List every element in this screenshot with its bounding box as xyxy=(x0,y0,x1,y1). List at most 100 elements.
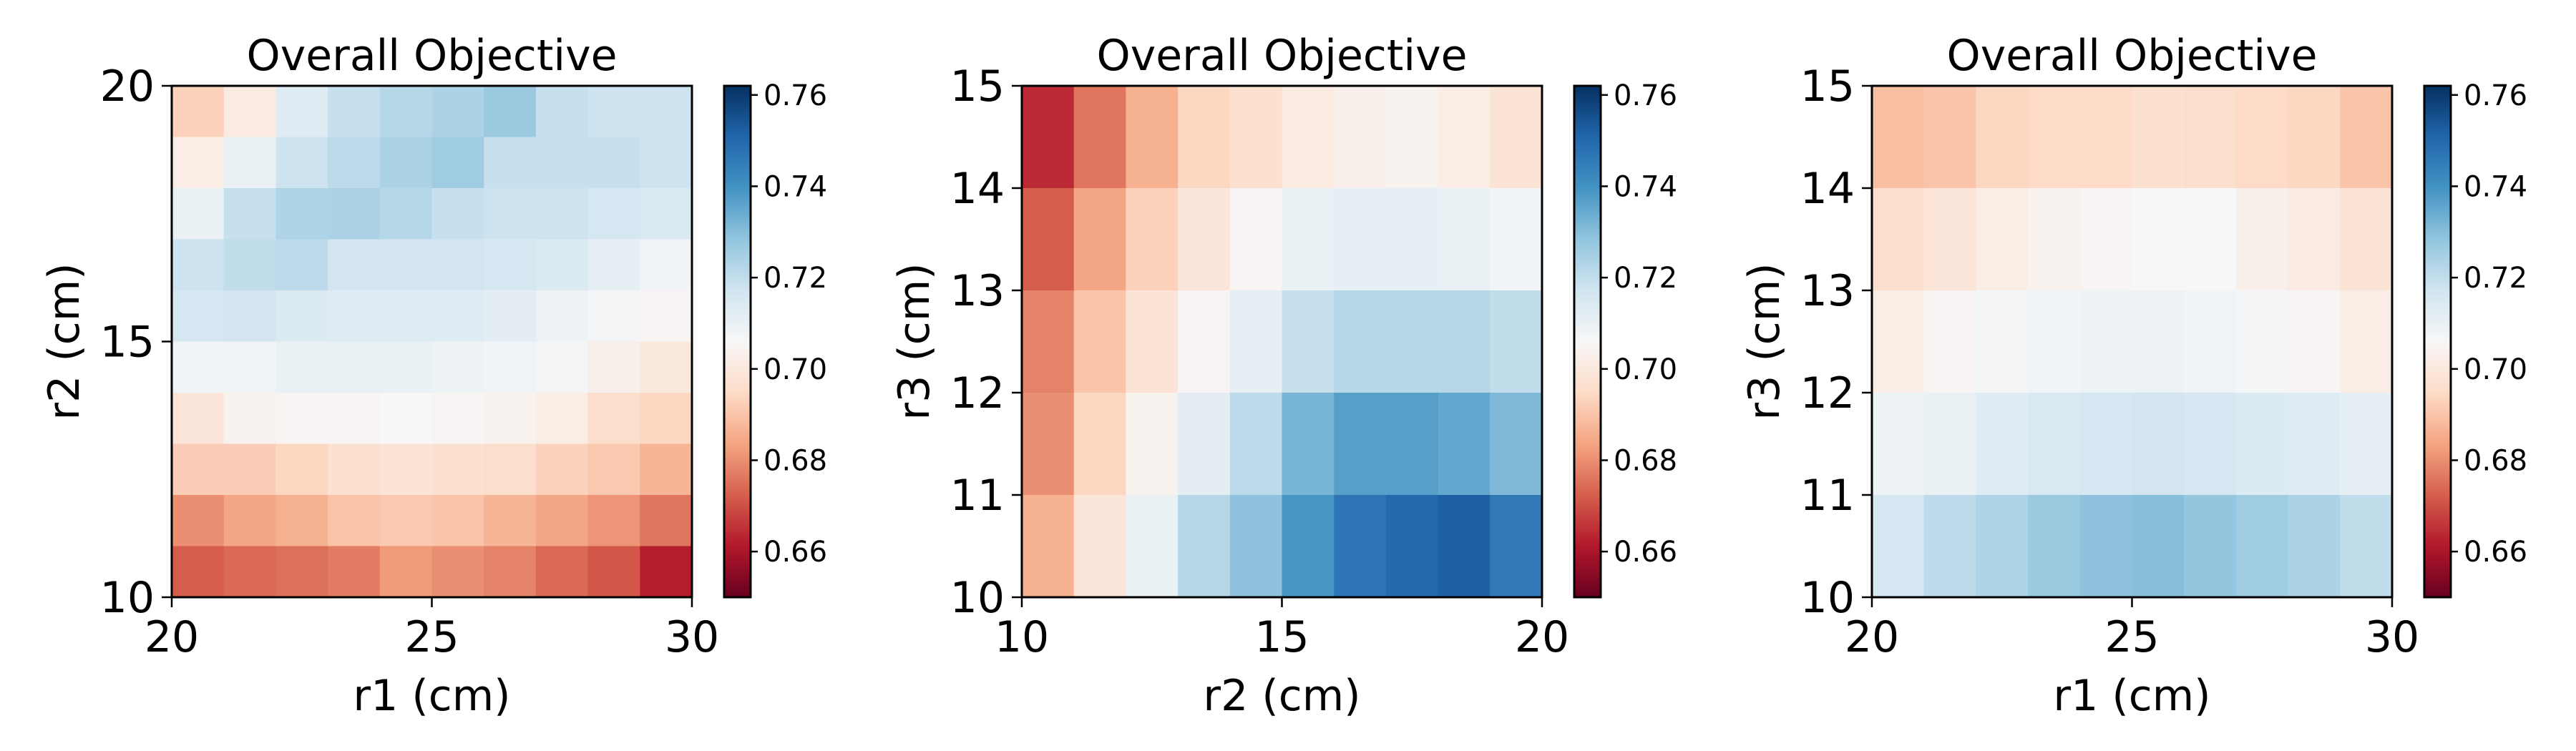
heatmap-cell xyxy=(431,137,484,189)
y-tick-label: 12 xyxy=(950,368,1005,418)
heatmap-cell xyxy=(1490,393,1543,496)
heatmap-cell xyxy=(2184,495,2237,598)
heatmap-cell xyxy=(223,546,276,598)
heatmap-cell xyxy=(1334,393,1387,496)
heatmap-cell xyxy=(2132,290,2185,393)
heatmap-cell xyxy=(1490,290,1543,393)
heatmap-cell xyxy=(172,86,225,138)
heatmap-cell xyxy=(484,546,537,598)
y-axis-label: r3 (cm) xyxy=(1740,262,1790,420)
y-tick-label: 14 xyxy=(950,164,1005,214)
x-tick-label: 25 xyxy=(404,612,459,662)
heatmap-cell xyxy=(431,188,484,240)
heatmap-cell xyxy=(379,393,433,445)
heatmap-cell xyxy=(1923,290,1976,393)
heatmap-cell xyxy=(1073,86,1126,189)
heatmap-cell xyxy=(1229,86,1283,189)
heatmap-cell xyxy=(1282,393,1335,496)
colorbar-tick-label: 0.66 xyxy=(2464,536,2527,569)
heatmap-cell xyxy=(535,239,589,291)
heatmap-cell xyxy=(2079,290,2133,393)
x-axis-label: r1 (cm) xyxy=(2053,671,2210,721)
heatmap-cell xyxy=(2288,86,2341,189)
colorbar-tick-label: 0.68 xyxy=(763,444,827,477)
chart-title: Overall Objective xyxy=(1947,31,2318,81)
heatmap-cell xyxy=(1438,393,1491,496)
heatmap-cell xyxy=(431,86,484,138)
heatmap-cell xyxy=(484,137,537,189)
heatmap-cell xyxy=(640,393,693,445)
heatmap-cell xyxy=(223,86,276,138)
heatmap-cell xyxy=(535,137,589,189)
heatmap-cell xyxy=(275,393,328,445)
heatmap-cell xyxy=(2028,495,2081,598)
heatmap-cell xyxy=(379,137,433,189)
y-tick-label: 11 xyxy=(950,471,1005,521)
heatmap-cell xyxy=(1229,393,1283,496)
heatmap-cell xyxy=(328,290,381,343)
heatmap-cell xyxy=(1923,393,1976,496)
heatmap-cell xyxy=(2235,188,2289,291)
heatmap-cell xyxy=(2235,495,2289,598)
heatmap-cell xyxy=(2079,393,2133,496)
heatmap-cell xyxy=(1923,188,1976,291)
heatmap-cell xyxy=(2235,393,2289,496)
heatmap-cell xyxy=(1282,86,1335,189)
heatmap-cell xyxy=(1282,290,1335,393)
colorbar-frame xyxy=(1573,84,1602,599)
heatmap-cell xyxy=(223,290,276,343)
heatmap-cell xyxy=(172,546,225,598)
heatmap-cell xyxy=(1872,495,1925,598)
colorbar-gradient xyxy=(2424,86,2451,597)
heatmap-cell xyxy=(484,443,537,496)
colorbar-tick-label: 0.76 xyxy=(1614,79,1677,112)
heatmap-cell xyxy=(484,495,537,547)
heatmap-cell xyxy=(328,495,381,547)
heatmap-cell xyxy=(172,239,225,291)
heatmap-cell xyxy=(1385,393,1439,496)
heatmap-cell xyxy=(2340,86,2393,189)
heatmap-cell xyxy=(1073,495,1126,598)
heatmap-cell xyxy=(172,290,225,343)
heatmap-cell xyxy=(379,188,433,240)
heatmap-cell xyxy=(1490,86,1543,189)
heatmap-cell xyxy=(1385,290,1439,393)
colorbar-tick-label: 0.68 xyxy=(2464,444,2527,477)
colorbar-tick-label: 0.70 xyxy=(763,353,827,386)
heatmap-cell xyxy=(1976,290,2029,393)
heatmap-cell xyxy=(1385,86,1439,189)
x-tick-label: 30 xyxy=(665,612,719,662)
heatmap-cell xyxy=(1022,86,1075,189)
heatmap-cell xyxy=(2028,86,2081,189)
heatmap-cell xyxy=(2340,188,2393,291)
colorbar: 0.66 0.68 0.70 0.72 0.74 0.76 xyxy=(2423,79,2527,599)
heatmap-cell xyxy=(1126,495,1179,598)
heatmap-cell xyxy=(223,341,276,393)
heatmap-cell xyxy=(2028,290,2081,393)
x-axis-label: r2 (cm) xyxy=(1203,671,1360,721)
colorbar-tick-label: 0.74 xyxy=(2464,170,2527,203)
colorbar-tick-label: 0.72 xyxy=(763,262,827,295)
heatmap-cell xyxy=(1178,86,1231,189)
heatmap-cell xyxy=(1385,495,1439,598)
heatmap-cell xyxy=(223,137,276,189)
heatmap-cell xyxy=(640,239,693,291)
colorbar-gradient xyxy=(1574,86,1601,597)
heatmap-cell xyxy=(275,290,328,343)
heatmap-cell xyxy=(1872,86,1925,189)
y-tick-label: 13 xyxy=(1800,266,1855,316)
heatmap-cell xyxy=(275,137,328,189)
heatmap-cell xyxy=(587,239,640,291)
heatmap-cell xyxy=(535,443,589,496)
heatmap-cell xyxy=(2028,188,2081,291)
heatmap-cell xyxy=(379,495,433,547)
heatmap-cell xyxy=(172,341,225,393)
heatmap-cell xyxy=(328,137,381,189)
heatmap-cell xyxy=(328,393,381,445)
heatmap-cell xyxy=(328,546,381,598)
heatmap-cell xyxy=(1976,86,2029,189)
heatmap-cell xyxy=(1282,495,1335,598)
heatmap-cell xyxy=(328,86,381,138)
heatmap-cell xyxy=(2184,290,2237,393)
heatmap-cell xyxy=(172,443,225,496)
